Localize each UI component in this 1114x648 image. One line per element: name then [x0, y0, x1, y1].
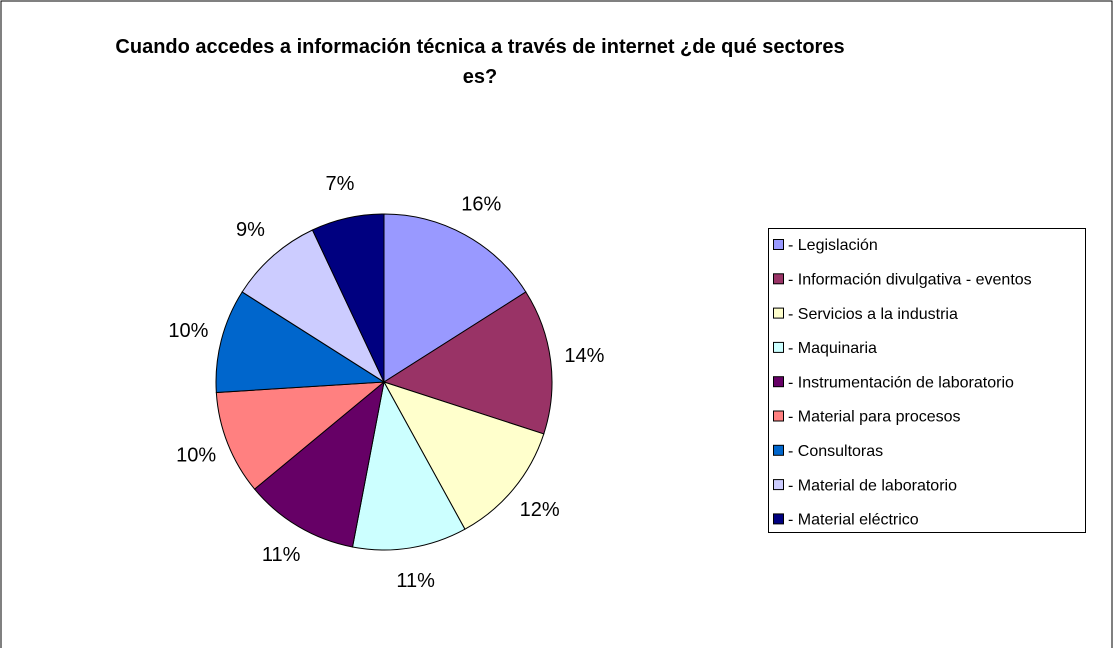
pie-slice [241, 229, 386, 384]
data-label: 14% [564, 345, 604, 367]
legend-label: - Información divulgativa - eventos [788, 272, 1032, 289]
pie-slice [382, 381, 545, 530]
legend-label: - Maquinaria [788, 340, 877, 357]
pie-slice [215, 291, 386, 394]
legend-swatch [773, 376, 784, 388]
legend-swatch [773, 273, 784, 285]
pie-slice [383, 213, 527, 383]
legend-label: - Instrumentación de laboratorio [788, 374, 1014, 391]
pie-slice [311, 213, 385, 383]
data-label: 11% [262, 544, 301, 566]
legend-swatch [773, 410, 784, 422]
pie-slice [253, 380, 385, 548]
legend-swatch [773, 444, 784, 456]
data-label: 11% [396, 570, 435, 592]
legend-swatch [773, 307, 784, 319]
data-label: 10% [176, 445, 216, 467]
data-label: 16% [461, 193, 501, 215]
legend-box [768, 228, 1086, 533]
legend-swatch [773, 341, 784, 353]
data-label: 7% [325, 173, 354, 195]
legend-label: - Servicios a la industria [788, 306, 958, 323]
data-label: 10% [168, 320, 208, 342]
legend-swatch [773, 513, 784, 525]
pie-slice [351, 380, 466, 551]
legend-label: - Material para procesos [788, 409, 961, 426]
chart-title: Cuando accedes a información técnica a t… [115, 36, 845, 88]
data-label: 12% [520, 499, 560, 521]
pie-slice [382, 291, 553, 435]
legend-label: - Material de laboratorio [788, 477, 957, 494]
legend-swatch [773, 479, 784, 491]
data-label: 9% [236, 219, 265, 241]
legend-label: - Material eléctrico [788, 512, 919, 529]
legend-swatch [773, 239, 784, 250]
legend-label: - Consultoras [788, 443, 883, 460]
legend-label: - Legislación [788, 237, 878, 254]
pie-slice [215, 381, 386, 490]
